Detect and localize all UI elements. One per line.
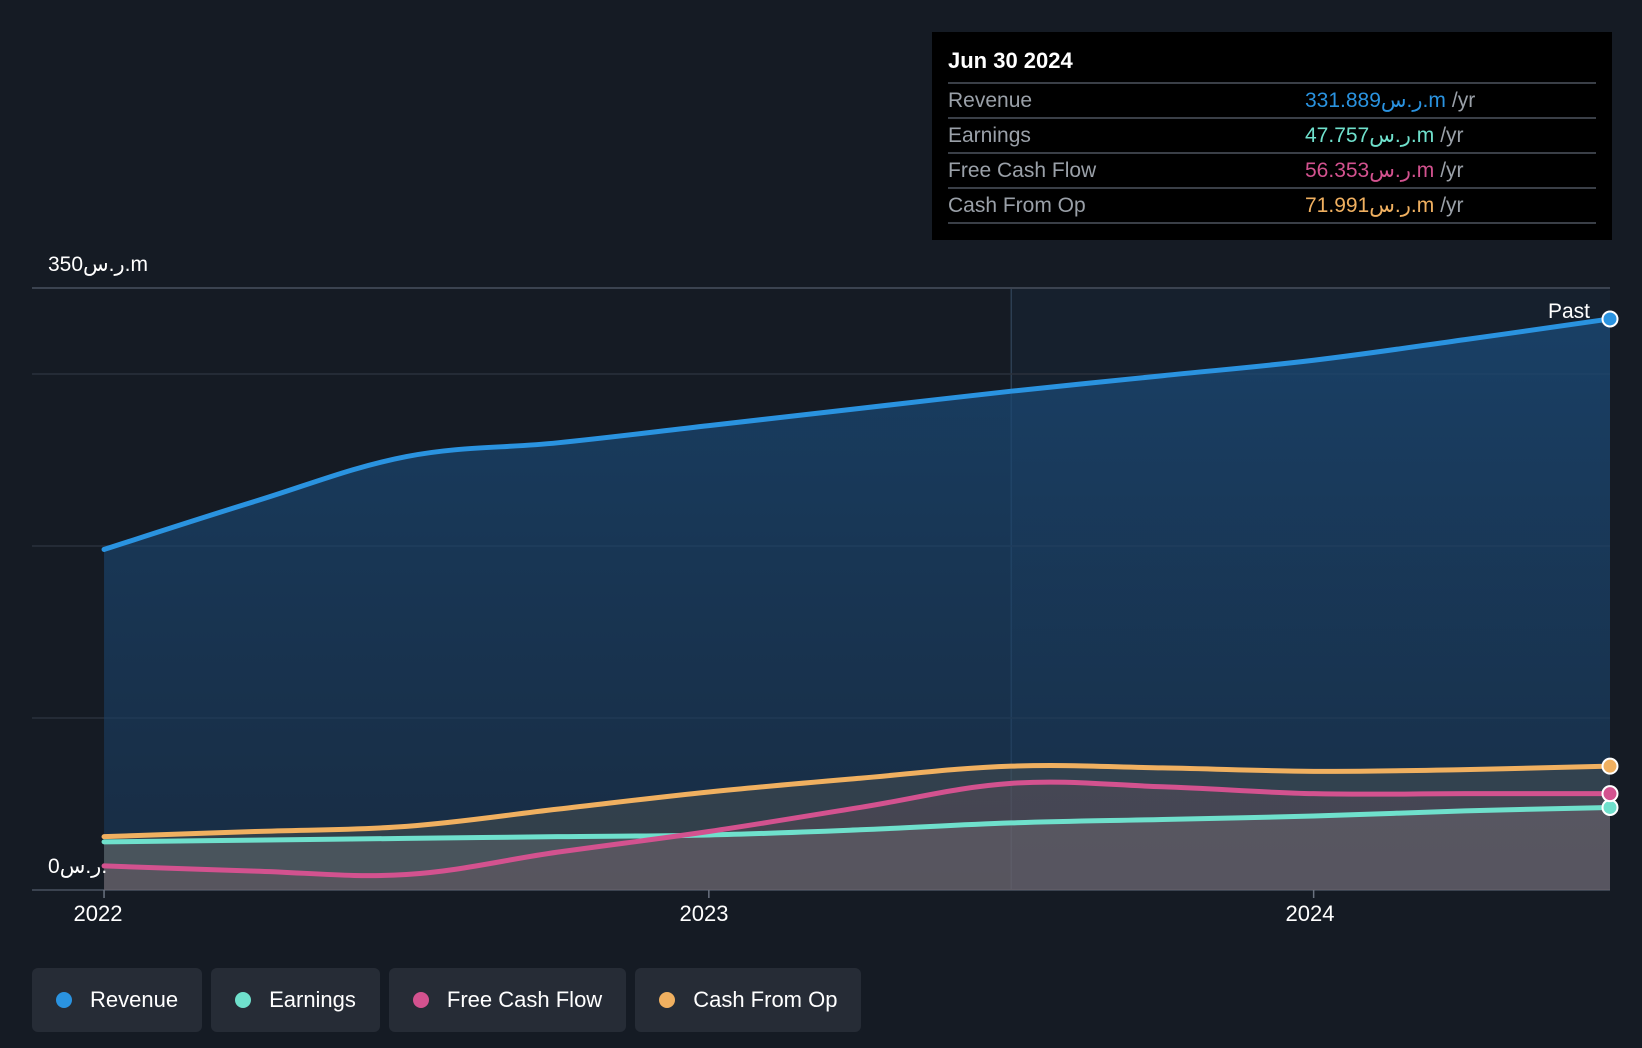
area-fills	[104, 318, 1611, 891]
legend-item-earnings[interactable]: Earnings	[211, 968, 380, 1032]
tooltip-unit: /yr	[1451, 89, 1476, 112]
tooltip-row-free-cash-flow: Free Cash Flow 56.353ر.س.m /yr	[948, 154, 1596, 189]
area-revenue	[104, 318, 1611, 891]
legend-label: Revenue	[90, 987, 179, 1012]
legend-item-cash-from-op[interactable]: Cash From Op	[635, 968, 862, 1032]
tooltip-date: Jun 30 2024	[948, 46, 1596, 84]
end-marker-earnings	[1601, 798, 1619, 816]
legend-label: Cash From Op	[693, 987, 838, 1012]
legend-item-revenue[interactable]: Revenue	[32, 968, 203, 1032]
tooltip-value: 56.353ر.س.m	[1305, 159, 1435, 182]
legend-dot-icon	[412, 992, 429, 1008]
tooltip: Jun 30 2024 Revenue 331.889ر.س.m /yr Ear…	[932, 32, 1612, 240]
end-marker-free-cash-flow	[1601, 785, 1619, 803]
tooltip-label: Revenue	[948, 89, 1033, 112]
area-free-cash-flow	[104, 782, 1611, 890]
x-tick-label-2022: 2022	[73, 901, 123, 926]
area-earnings	[104, 807, 1611, 890]
tooltip-label: Cash From Op	[948, 194, 1086, 217]
end-markers	[1601, 310, 1619, 816]
legend-dot-icon	[235, 992, 252, 1008]
legend-item-free-cash-flow[interactable]: Free Cash Flow	[388, 968, 627, 1032]
tooltip-row-revenue: Revenue 331.889ر.س.m /yr	[948, 84, 1596, 119]
end-marker-revenue	[1601, 310, 1619, 328]
tooltip-label: Earnings	[948, 124, 1031, 147]
tooltip-unit: /yr	[1440, 159, 1464, 182]
y-axis-top-label: 350ر.س.m	[48, 253, 148, 276]
x-tick-label-2024: 2024	[1285, 901, 1335, 926]
tooltip-row-earnings: Earnings 47.757ر.س.m /yr	[948, 119, 1596, 154]
legend-label: Free Cash Flow	[446, 987, 603, 1012]
x-tick-label-2023: 2023	[679, 901, 729, 926]
y-axis-bottom-label: 0ر.س.	[48, 855, 108, 878]
line-cash-from-op	[101, 763, 1613, 840]
tooltip-unit: /yr	[1440, 124, 1464, 147]
tooltip-value: 331.889ر.س.m	[1305, 89, 1446, 112]
series-lines	[101, 316, 1613, 879]
tooltip-row-cash-from-op: Cash From Op 71.991ر.س.m /yr	[948, 189, 1596, 224]
legend: Revenue Earnings Free Cash Flow Cash Fro…	[32, 968, 862, 1032]
legend-dot-icon	[56, 992, 72, 1008]
line-earnings	[101, 804, 1613, 845]
line-free-cash-flow	[101, 779, 1613, 879]
tooltip-value: 71.991ر.س.m	[1305, 194, 1435, 217]
tooltip-value: 47.757ر.س.m	[1305, 124, 1435, 147]
past-label: Past	[1548, 300, 1591, 323]
line-revenue	[101, 316, 1613, 552]
end-marker-cash-from-op	[1601, 757, 1619, 775]
x-axis	[103, 890, 1315, 898]
legend-dot-icon	[659, 992, 676, 1008]
legend-label: Earnings	[269, 987, 356, 1012]
tooltip-label: Free Cash Flow	[948, 159, 1097, 182]
tooltip-unit: /yr	[1440, 194, 1464, 217]
